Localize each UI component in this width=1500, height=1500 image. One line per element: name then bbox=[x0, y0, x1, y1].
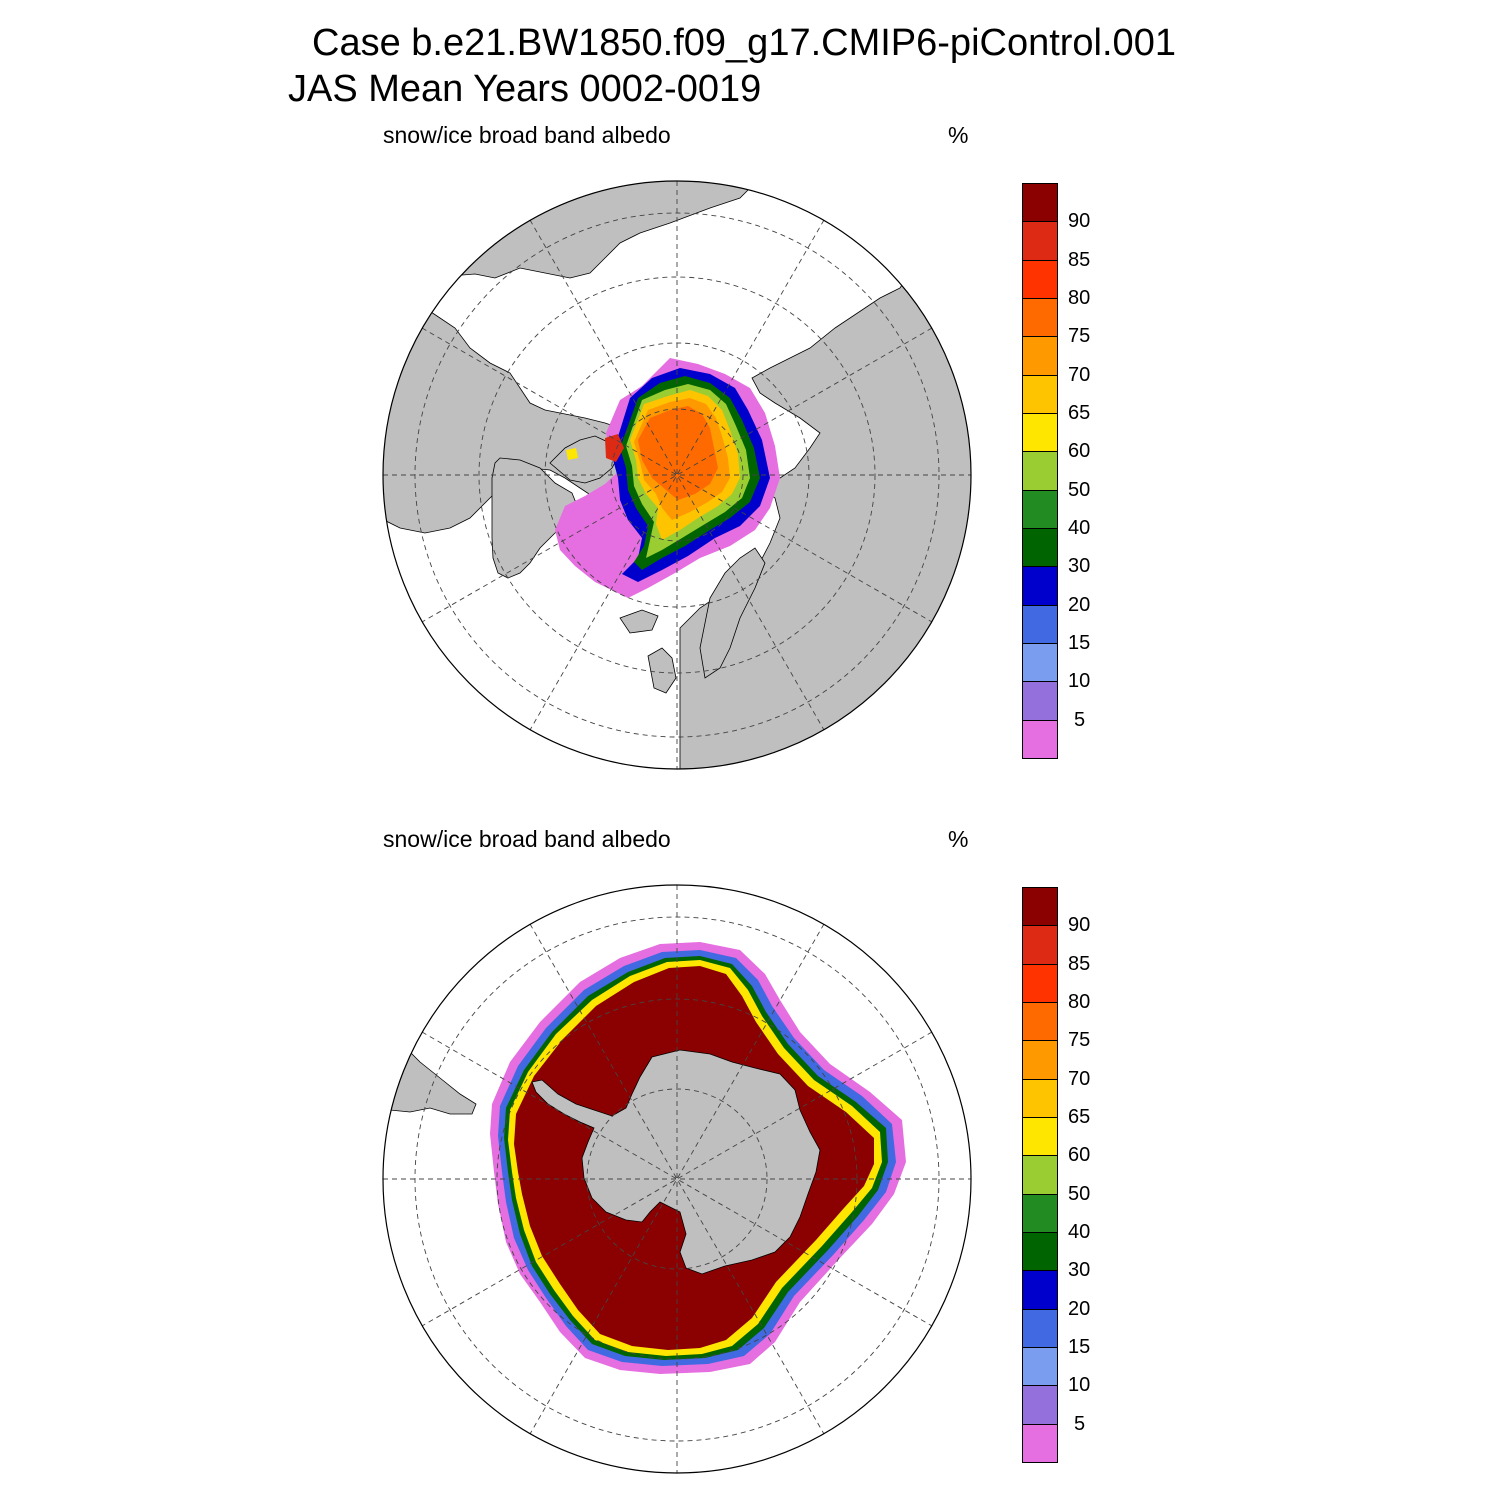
south-colorbar-label: 10 bbox=[1068, 1374, 1091, 1397]
north-colorbar-label: 60 bbox=[1068, 440, 1091, 463]
north-colorbar-cell bbox=[1022, 259, 1058, 299]
south-graticule bbox=[383, 885, 971, 1473]
north-colorbar-label: 85 bbox=[1068, 248, 1091, 271]
north-map-content bbox=[383, 181, 971, 769]
north-colorbar-cell bbox=[1022, 374, 1058, 414]
south-colorbar-label: 50 bbox=[1068, 1182, 1091, 1205]
north-colorbar-cell bbox=[1022, 643, 1058, 683]
south-colorbar-cell bbox=[1022, 1193, 1058, 1233]
north-colorbar-label: 5 bbox=[1074, 708, 1086, 731]
south-map-content bbox=[383, 885, 971, 1473]
north-colorbar-label: 70 bbox=[1068, 363, 1091, 386]
figure-title-period: JAS Mean Years 0002-0019 bbox=[288, 68, 762, 110]
south-colorbar-cell bbox=[1022, 1040, 1058, 1080]
north-colorbar-cell bbox=[1022, 413, 1058, 453]
south-colorbar-label: 5 bbox=[1074, 1412, 1086, 1435]
south-colorbar-label: 70 bbox=[1068, 1067, 1091, 1090]
north-colorbar-label: 20 bbox=[1068, 593, 1091, 616]
panel-south-unit: % bbox=[948, 826, 969, 852]
panel-south-label: snow/ice broad band albedo bbox=[383, 826, 671, 852]
south-colorbar-cell bbox=[1022, 1002, 1058, 1042]
north-colorbar-cell bbox=[1022, 336, 1058, 376]
north-colorbar-cell bbox=[1022, 528, 1058, 568]
south-colorbar-cell bbox=[1022, 1232, 1058, 1272]
land-iceland bbox=[619, 609, 659, 634]
south-colorbar-cell bbox=[1022, 1117, 1058, 1157]
south-polar-map bbox=[382, 884, 972, 1474]
land-scandinavia bbox=[699, 547, 766, 679]
south-colorbar-label: 85 bbox=[1068, 952, 1091, 975]
north-colorbar-cell bbox=[1022, 183, 1058, 223]
panel-north-unit: % bbox=[948, 122, 969, 148]
north-colorbar-label: 30 bbox=[1068, 555, 1091, 578]
south-colorbar-cell bbox=[1022, 963, 1058, 1003]
figure-title-case: Case b.e21.BW1850.f09_g17.CMIP6-piContro… bbox=[312, 22, 1176, 64]
south-colorbar-label: 40 bbox=[1068, 1221, 1091, 1243]
land-antarctica bbox=[531, 1049, 821, 1275]
south-colorbar-label: 30 bbox=[1068, 1259, 1091, 1282]
north-colorbar-label: 10 bbox=[1068, 670, 1091, 693]
south-colorbar-cell bbox=[1022, 1078, 1058, 1118]
north-colorbar-cell bbox=[1022, 604, 1058, 644]
land-british-isles bbox=[647, 647, 677, 694]
south-colorbar-label: 65 bbox=[1068, 1106, 1091, 1128]
south-colorbar-cell bbox=[1022, 925, 1058, 965]
south-map-border bbox=[382, 884, 972, 1474]
north-colorbar-cell bbox=[1022, 681, 1058, 721]
north-colorbar-label: 80 bbox=[1068, 287, 1091, 309]
north-colorbar-cell bbox=[1022, 566, 1058, 606]
south-colorbar-cell bbox=[1022, 1308, 1058, 1348]
north-map-border bbox=[382, 180, 972, 770]
north-colorbar-cell bbox=[1022, 221, 1058, 261]
south-colorbar-cell bbox=[1022, 1270, 1058, 1310]
south-colorbar-label: 15 bbox=[1068, 1336, 1091, 1358]
south-colorbar-cell bbox=[1022, 1155, 1058, 1195]
south-colorbar-cell bbox=[1022, 1385, 1058, 1425]
north-colorbar-label: 40 bbox=[1068, 517, 1091, 539]
north-colorbar-cell bbox=[1022, 451, 1058, 491]
panel-north-label: snow/ice broad band albedo bbox=[383, 122, 671, 148]
north-polar-map bbox=[382, 180, 972, 770]
north-graticule bbox=[383, 181, 971, 769]
north-colorbar-cell bbox=[1022, 719, 1058, 759]
south-colorbar-cell bbox=[1022, 1347, 1058, 1387]
south-colorbar-label: 20 bbox=[1068, 1297, 1091, 1320]
north-colorbar-label: 65 bbox=[1068, 402, 1091, 424]
north-sea-ice bbox=[555, 358, 780, 598]
south-colorbar bbox=[1022, 887, 1058, 1463]
south-colorbar-label: 80 bbox=[1068, 991, 1091, 1013]
north-colorbar-label: 15 bbox=[1068, 632, 1091, 654]
south-colorbar-label: 60 bbox=[1068, 1144, 1091, 1167]
north-colorbar bbox=[1022, 183, 1058, 759]
south-colorbar-label: 90 bbox=[1068, 914, 1091, 937]
south-colorbar-cell bbox=[1022, 887, 1058, 927]
south-colorbar-cell bbox=[1022, 1423, 1058, 1463]
north-colorbar-label: 50 bbox=[1068, 478, 1091, 501]
north-colorbar-label: 90 bbox=[1068, 210, 1091, 233]
north-colorbar-cell bbox=[1022, 298, 1058, 338]
north-colorbar-label: 75 bbox=[1068, 325, 1091, 348]
north-colorbar-cell bbox=[1022, 489, 1058, 529]
south-colorbar-label: 75 bbox=[1068, 1029, 1091, 1052]
